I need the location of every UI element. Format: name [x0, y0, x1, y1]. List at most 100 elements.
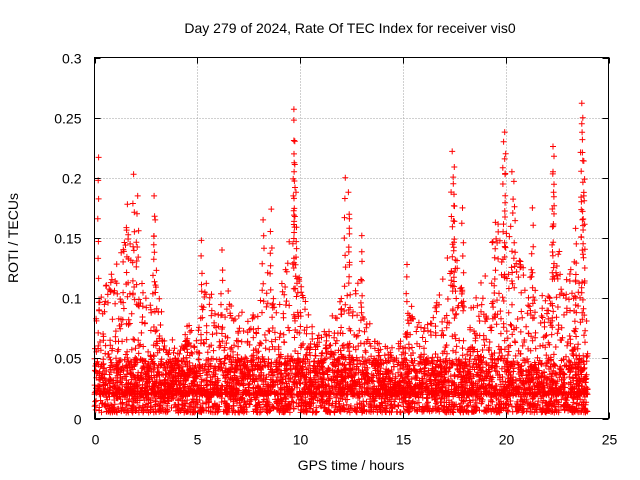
- data-point: [429, 354, 436, 361]
- data-point: [390, 363, 397, 370]
- data-point: [139, 319, 146, 326]
- data-point: [482, 273, 489, 279]
- data-point: [203, 329, 210, 336]
- data-point: [523, 367, 529, 374]
- data-point: [342, 301, 349, 308]
- data-point: [413, 328, 420, 335]
- data-point: [567, 266, 574, 273]
- data-point: [244, 359, 251, 366]
- data-point: [517, 396, 524, 403]
- data-point: [503, 328, 510, 335]
- data-point: [568, 405, 575, 411]
- data-point: [280, 314, 287, 321]
- data-point: [254, 313, 261, 320]
- data-point: [319, 349, 326, 356]
- data-point: [277, 330, 284, 337]
- data-point: [324, 397, 331, 404]
- data-point: [328, 402, 335, 409]
- data-point: [543, 380, 550, 387]
- data-point: [433, 308, 440, 315]
- data-point: [235, 343, 242, 350]
- data-point: [528, 273, 535, 280]
- data-point: [285, 324, 292, 331]
- data-point: [471, 328, 477, 335]
- data-point: [552, 344, 559, 350]
- data-point: [444, 255, 451, 261]
- data-point: [451, 373, 458, 380]
- data-point: [95, 329, 102, 336]
- data-point: [269, 314, 276, 321]
- data-point: [270, 295, 277, 302]
- data-point: [295, 403, 302, 410]
- data-point: [361, 364, 368, 371]
- data-point: [447, 364, 454, 371]
- data-point: [191, 396, 197, 403]
- data-point: [282, 302, 289, 308]
- data-point: [517, 328, 524, 335]
- data-point: [512, 249, 519, 256]
- data-point: [286, 409, 293, 416]
- data-point: [436, 292, 443, 298]
- data-point: [499, 294, 506, 301]
- data-point: [561, 311, 567, 318]
- data-point: [526, 303, 533, 310]
- data-point: [453, 295, 460, 302]
- data-point: [289, 370, 295, 377]
- data-point: [439, 327, 446, 334]
- data-point: [190, 403, 197, 410]
- data-point: [236, 325, 243, 332]
- data-point: [523, 408, 530, 415]
- data-point: [243, 404, 250, 411]
- data-point: [331, 330, 338, 337]
- data-point: [244, 318, 251, 325]
- data-point: [203, 322, 210, 329]
- data-point: [488, 324, 495, 331]
- data-point: [507, 321, 514, 328]
- data-point: [409, 399, 416, 406]
- data-point: [130, 336, 137, 343]
- data-point: [112, 333, 119, 340]
- data-point: [305, 311, 312, 318]
- data-point: [563, 397, 570, 404]
- data-point: [538, 395, 544, 402]
- data-point: [477, 364, 484, 371]
- data-point: [516, 257, 523, 264]
- data-point: [452, 349, 459, 356]
- data-point: [460, 409, 467, 416]
- data-point: [221, 347, 228, 354]
- data-point: [519, 314, 526, 321]
- data-point: [176, 350, 183, 357]
- data-point: [139, 314, 146, 320]
- data-point: [168, 404, 175, 411]
- data-point: [572, 328, 578, 335]
- data-point: [551, 362, 558, 369]
- data-point: [240, 328, 247, 334]
- data-point: [297, 323, 304, 330]
- data-point: [550, 308, 557, 315]
- data-point: [267, 262, 274, 269]
- data-point: [478, 279, 484, 286]
- data-point: [489, 239, 496, 246]
- data-point: [453, 343, 460, 350]
- data-point: [492, 245, 499, 252]
- data-point: [302, 306, 308, 313]
- data-point: [338, 324, 345, 331]
- data-point: [452, 311, 459, 318]
- data-point: [553, 314, 560, 321]
- data-point: [459, 345, 466, 352]
- data-point: [153, 327, 160, 334]
- data-point: [102, 342, 109, 349]
- data-point: [102, 282, 109, 289]
- data-point: [438, 402, 445, 409]
- data-point: [263, 303, 270, 310]
- data-point: [570, 399, 577, 406]
- data-point: [207, 408, 214, 415]
- data-point: [409, 344, 415, 351]
- data-point: [392, 373, 399, 380]
- data-point: [152, 328, 159, 335]
- data-point: [356, 327, 363, 334]
- data-point: [548, 331, 555, 338]
- data-point: [338, 295, 345, 302]
- data-point: [263, 290, 270, 297]
- data-point: [583, 358, 590, 365]
